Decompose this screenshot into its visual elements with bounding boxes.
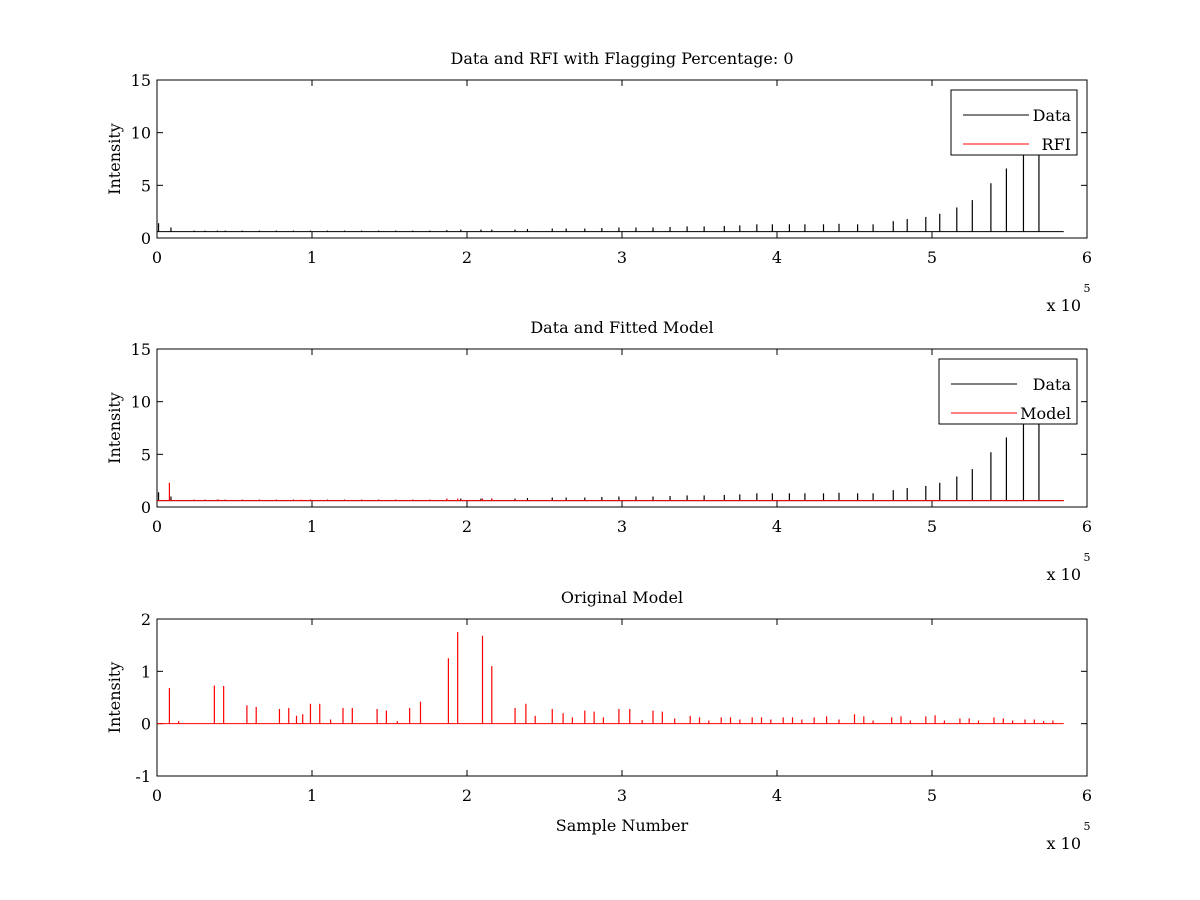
- y-tick-label: 5: [141, 445, 151, 464]
- y-tick-label: 10: [131, 393, 151, 412]
- x-exponent-label: x 10: [1047, 296, 1081, 315]
- legend-label: RFI: [1042, 135, 1071, 154]
- series-model: [157, 632, 1064, 725]
- plot-frame: [156, 618, 1088, 777]
- x-tick-label: 2: [462, 248, 472, 267]
- x-tick-label: 4: [772, 786, 782, 805]
- x-exponent-power: 5: [1084, 551, 1091, 564]
- axes-2: Data and Fitted Model Intensity 0 1 2 3 4 5 6 0 5 1…: [105, 318, 1092, 584]
- x-exponent-power: 5: [1084, 820, 1091, 833]
- x-tick-label: 3: [617, 248, 627, 267]
- y-tick-label: 5: [141, 176, 151, 195]
- x-tick-label: 3: [617, 517, 627, 536]
- y-tick-label: 15: [131, 71, 151, 90]
- x-tick-label: 1: [307, 786, 317, 805]
- plot-frame: [156, 348, 1088, 508]
- y-tick-label: 1: [141, 662, 151, 681]
- chart-title: Data and RFI with Flagging Percentage: 0: [450, 49, 793, 68]
- x-tick-label: 1: [307, 248, 317, 267]
- legend-label: Data: [1033, 375, 1072, 394]
- x-tick-label: 6: [1082, 786, 1092, 805]
- series-model: [157, 482, 1064, 502]
- plot-frame: [156, 79, 1088, 239]
- y-tick-label: 10: [131, 124, 151, 143]
- x-exponent-label: x 10: [1047, 834, 1081, 853]
- x-tick-label: 6: [1082, 248, 1092, 267]
- x-tick-label: 0: [152, 786, 162, 805]
- chart-title: Data and Fitted Model: [530, 318, 713, 337]
- legend-label: Data: [1033, 106, 1072, 125]
- y-tick-label: 0: [141, 715, 151, 734]
- axes-1: Data and RFI with Flagging Percentage: 0…: [105, 49, 1092, 315]
- x-tick-label: 4: [772, 248, 782, 267]
- x-tick-label: 2: [462, 786, 472, 805]
- y-axis-label: Intensity: [105, 123, 124, 195]
- x-tick-label: 3: [617, 786, 627, 805]
- x-tick-label: 5: [927, 786, 937, 805]
- y-axis-label: Intensity: [105, 392, 124, 464]
- x-axis-label: Sample Number: [556, 816, 689, 835]
- axes-3: Original Model Intensity Sample Number 0 1 2 3…: [105, 588, 1092, 853]
- x-tick-label: 0: [152, 248, 162, 267]
- legend-label: Model: [1020, 404, 1071, 423]
- legend: Data Model: [938, 358, 1078, 425]
- y-tick-label: 0: [141, 229, 151, 248]
- x-tick-label: 4: [772, 517, 782, 536]
- chart-title: Original Model: [561, 588, 683, 607]
- y-tick-label: 0: [141, 498, 151, 517]
- legend: Data RFI: [950, 89, 1078, 156]
- y-axis-label: Intensity: [105, 662, 124, 734]
- x-tick-label: 6: [1082, 517, 1092, 536]
- x-tick-label: 1: [307, 517, 317, 536]
- y-tick-label: 15: [131, 340, 151, 359]
- x-exponent-power: 5: [1084, 282, 1091, 295]
- x-tick-label: 5: [927, 248, 937, 267]
- x-exponent-label: x 10: [1047, 565, 1081, 584]
- x-tick-label: 0: [152, 517, 162, 536]
- x-tick-label: 5: [927, 517, 937, 536]
- y-tick-label: -1: [135, 767, 151, 786]
- x-tick-label: 2: [462, 517, 472, 536]
- y-tick-label: 2: [141, 610, 151, 629]
